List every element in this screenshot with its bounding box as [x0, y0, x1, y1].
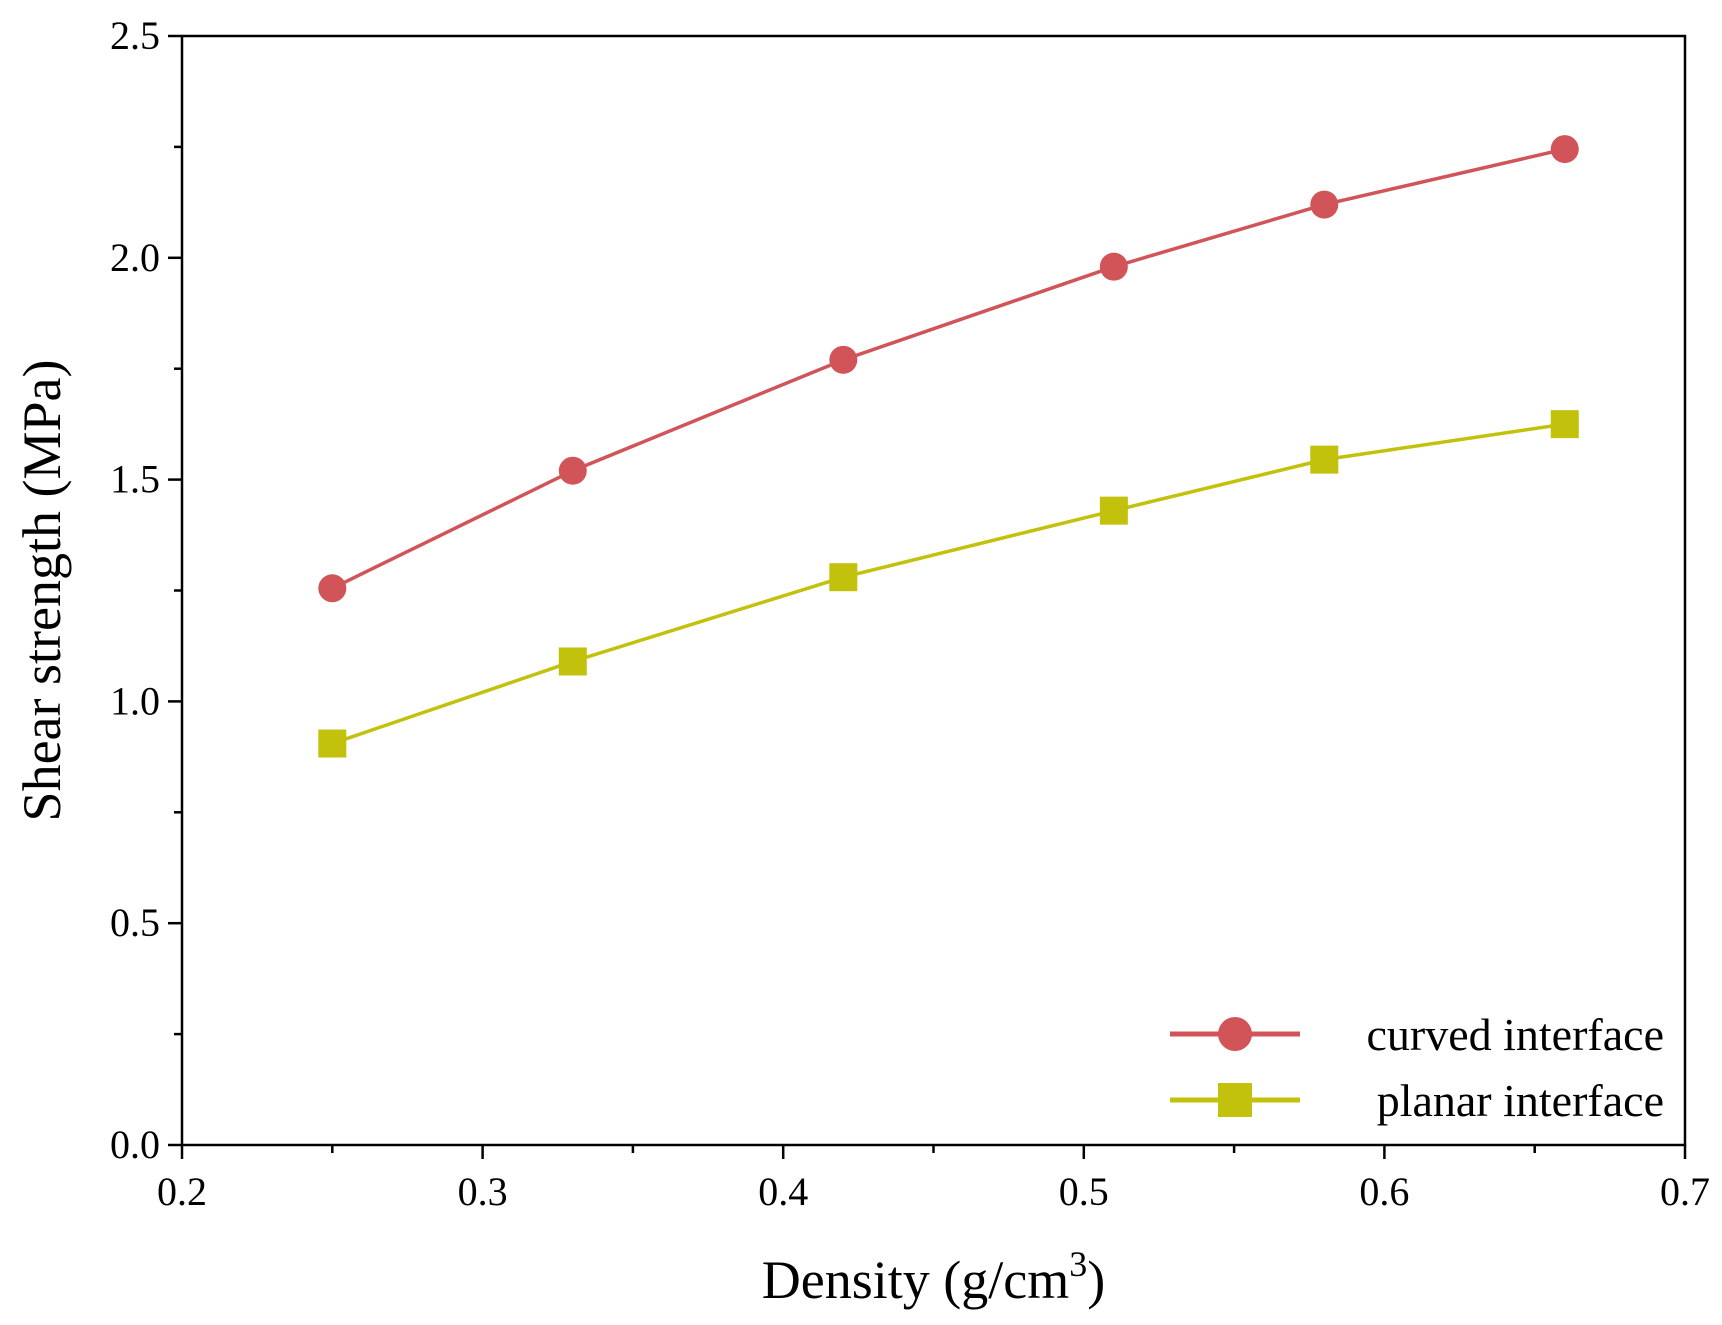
- y-tick-label: 0.0: [110, 1122, 160, 1167]
- legend-item: planar interface: [1170, 1075, 1664, 1126]
- data-point: [558, 647, 587, 676]
- legend-label: curved interface: [1366, 1009, 1664, 1060]
- data-point: [318, 729, 347, 758]
- x-axis-title-suffix: ): [1087, 1250, 1105, 1310]
- x-axis-title-superscript: 3: [1069, 1244, 1087, 1284]
- series-curved-interface: [318, 135, 1579, 603]
- legend-label: planar interface: [1377, 1075, 1664, 1126]
- x-tick-label: 0.3: [458, 1169, 508, 1214]
- legend-marker: [1218, 1017, 1252, 1051]
- y-tick-label: 2.5: [110, 13, 160, 58]
- y-axis-title: Shear strength (MPa): [12, 360, 72, 822]
- legend-marker: [1218, 1083, 1252, 1117]
- data-point: [558, 456, 587, 485]
- data-point: [1099, 252, 1128, 281]
- data-point: [1550, 410, 1579, 439]
- x-axis-title: Density (g/cm3): [762, 1244, 1105, 1310]
- y-tick-label: 2.0: [110, 235, 160, 280]
- data-point: [318, 574, 347, 603]
- series-layer: [318, 135, 1579, 758]
- x-tick-label: 0.6: [1359, 1169, 1409, 1214]
- data-point: [1550, 135, 1579, 164]
- data-point: [1099, 496, 1128, 525]
- y-tick-label: 1.5: [110, 457, 160, 502]
- y-tick-label: 0.5: [110, 900, 160, 945]
- y-tick-label: 1.0: [110, 678, 160, 723]
- legend-item: curved interface: [1170, 1009, 1664, 1060]
- data-point: [1310, 445, 1339, 474]
- axes: 0.2 0.3 0.4 0.5 0.6 0.7 0.0 0.5 1.0 1.5 2.0 2.5: [110, 13, 1710, 1214]
- x-tick-label: 0.5: [1059, 1169, 1109, 1214]
- legend: curved interface planar interface: [1170, 1009, 1664, 1126]
- series-planar-interface: [318, 410, 1579, 758]
- data-point: [829, 563, 858, 592]
- data-point: [829, 345, 858, 374]
- x-tick-label: 0.2: [157, 1169, 207, 1214]
- axis-titles: Density (g/cm3) Shear strength (MPa): [12, 360, 1105, 1310]
- x-axis-title-main: Density (g/cm: [762, 1250, 1069, 1310]
- series-line: [331, 422, 1566, 746]
- x-tick-label: 0.4: [758, 1169, 808, 1214]
- data-point: [1310, 190, 1339, 219]
- x-tick-label: 0.7: [1660, 1169, 1710, 1214]
- series-line: [331, 147, 1566, 590]
